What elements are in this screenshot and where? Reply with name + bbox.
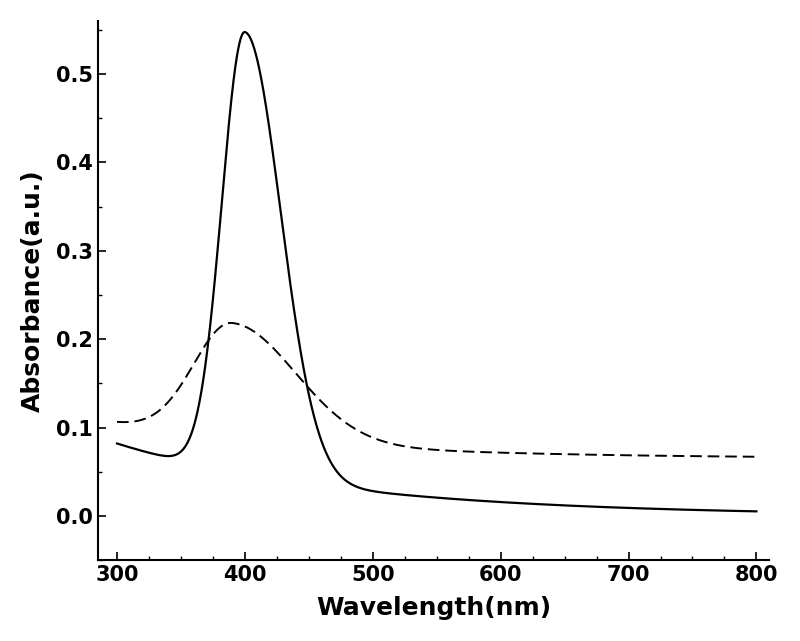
Y-axis label: Absorbance(a.u.): Absorbance(a.u.) (21, 169, 45, 412)
X-axis label: Wavelength(nm): Wavelength(nm) (316, 596, 551, 620)
